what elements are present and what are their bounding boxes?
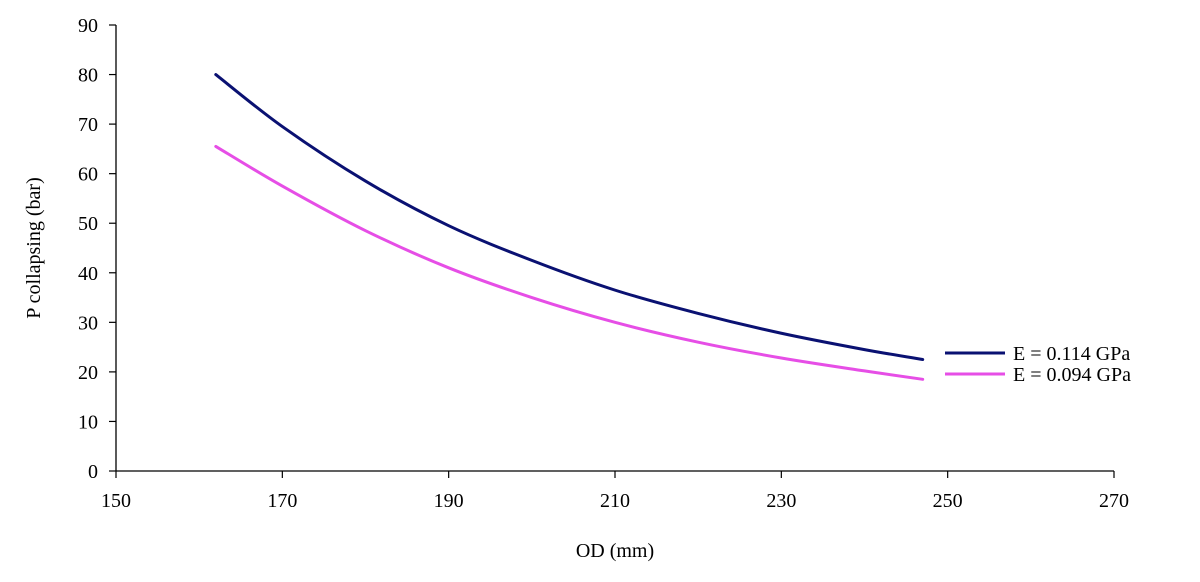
x-tick-label: 150	[101, 490, 131, 512]
y-axis-title: P collapsing (bar)	[23, 177, 45, 318]
y-axis-ticks: 0 10 20 30 40 50 60 70 80 90	[78, 15, 116, 483]
y-tick-label: 70	[78, 114, 98, 136]
x-tick-label: 170	[267, 490, 297, 512]
x-tick-label: 230	[766, 490, 796, 512]
y-tick-label: 20	[78, 362, 98, 384]
legend-label-2: E = 0.094 GPa	[1013, 364, 1131, 386]
x-axis-title: OD (mm)	[576, 540, 654, 562]
series-lines	[214, 73, 925, 381]
x-tick-label: 210	[600, 490, 630, 512]
x-axis-ticks: 150 170 190 210 230 250 270	[101, 471, 1129, 512]
series-line-2	[214, 144, 925, 381]
y-tick-label: 40	[78, 263, 98, 285]
y-tick-label: 10	[78, 411, 98, 433]
y-tick-label: 30	[78, 312, 98, 334]
y-tick-label: 80	[78, 65, 98, 87]
legend-label-1: E = 0.114 GPa	[1013, 343, 1130, 365]
y-tick-label: 90	[78, 15, 98, 37]
x-tick-label: 250	[933, 490, 963, 512]
series-line-1	[214, 73, 925, 361]
y-tick-label: 0	[88, 461, 98, 483]
axes: 150 170 190 210 230 250 270 0 10 20 30 40 50 60 70 80 9…	[78, 15, 1129, 512]
y-tick-label: 50	[78, 213, 98, 235]
y-tick-label: 60	[78, 164, 98, 186]
x-tick-label: 270	[1099, 490, 1129, 512]
x-tick-label: 190	[434, 490, 464, 512]
